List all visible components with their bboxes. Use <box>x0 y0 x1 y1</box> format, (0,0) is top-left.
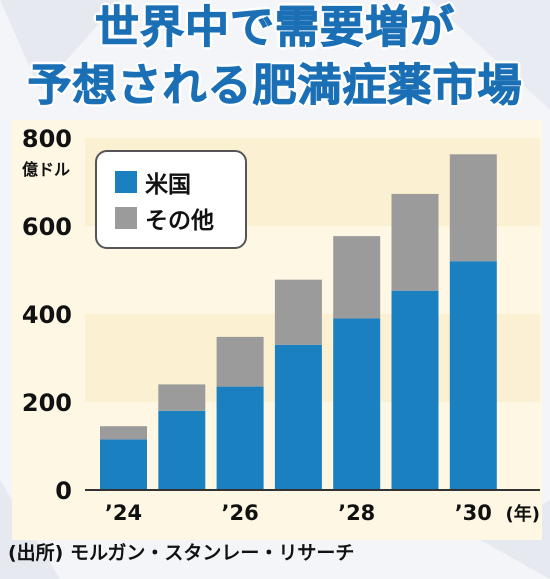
y-tick-label-200: 200 <box>22 389 72 417</box>
bar-other-2030 <box>449 154 497 262</box>
x-tick-label-2030: ’30 <box>455 501 492 525</box>
legend-label-us: 米国 <box>145 172 191 198</box>
bar-us-2024 <box>100 439 147 490</box>
y-axis-unit-label: 億ドル <box>22 160 70 179</box>
bar-other-2027 <box>274 279 322 345</box>
y-tick-label-800: 800 <box>22 125 72 153</box>
legend-swatch-us <box>115 171 137 193</box>
y-tick-label-600: 600 <box>22 213 72 241</box>
y-tick-label-0: 0 <box>55 477 72 505</box>
bar-other-2026 <box>216 336 264 387</box>
legend-item-us: 米国 <box>115 168 191 198</box>
legend-item-other: その他 <box>115 204 214 234</box>
legend-label-other: その他 <box>145 208 214 234</box>
y-tick-label-400: 400 <box>22 301 72 329</box>
bar-other-2025 <box>158 384 206 411</box>
chart-title-line1: 世界中で需要増が <box>95 2 455 54</box>
bar-us-2028 <box>333 318 381 490</box>
bar-us-2030 <box>449 261 497 490</box>
chart-title-line2: 予想される肥満症薬市場 <box>27 60 523 112</box>
bar-us-2026 <box>216 386 264 490</box>
bar-us-2027 <box>274 344 322 490</box>
chart-legend: 米国 その他 <box>95 150 247 249</box>
x-axis-unit-label: (年) <box>506 503 540 525</box>
bar-us-2029 <box>391 290 439 490</box>
bar-other-2024 <box>100 426 147 440</box>
source-note: (出所) モルガン・スタンレー・リサーチ <box>8 542 355 564</box>
bar-other-2028 <box>333 236 381 319</box>
bar-us-2025 <box>158 410 206 490</box>
x-tick-label-2028: ’28 <box>338 501 375 525</box>
x-tick-label-2026: ’26 <box>221 501 258 525</box>
bar-other-2029 <box>391 193 439 291</box>
x-tick-label-2024: ’24 <box>105 501 142 525</box>
legend-swatch-other <box>115 207 137 229</box>
